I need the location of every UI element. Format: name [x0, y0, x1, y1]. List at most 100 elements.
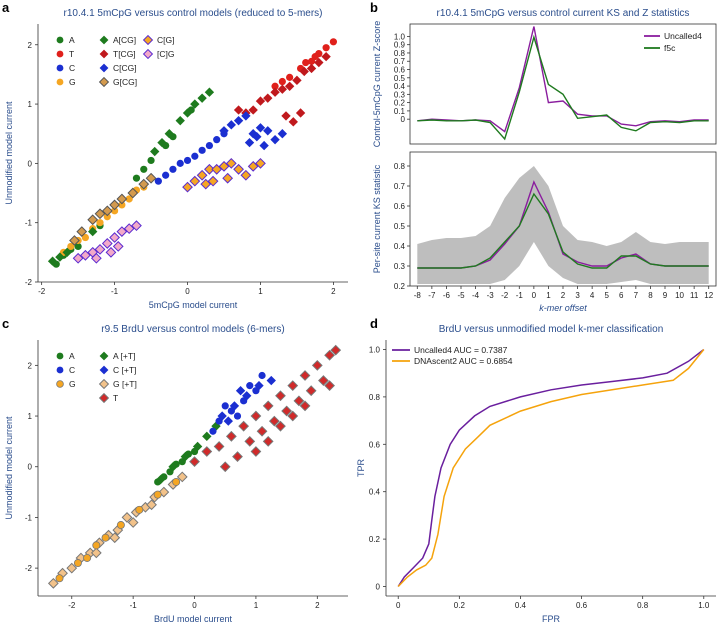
legend-marker — [142, 34, 154, 46]
data-point — [127, 187, 139, 199]
data-point — [198, 146, 206, 154]
y-tick-label: 0.2 — [394, 99, 406, 108]
x-tick-label: 11 — [690, 291, 699, 300]
data-point — [302, 58, 310, 67]
data-point — [69, 235, 80, 246]
data-point — [176, 471, 188, 483]
data-point — [207, 175, 219, 187]
panel-letter-d: d — [370, 316, 378, 331]
data-point — [169, 165, 177, 173]
data-point — [271, 82, 279, 90]
data-point — [217, 411, 227, 421]
data-point — [66, 562, 78, 574]
x-tick-label: 6 — [619, 291, 624, 300]
data-point — [255, 157, 266, 169]
data-point — [116, 193, 128, 205]
data-point — [281, 111, 291, 121]
data-point — [189, 175, 201, 187]
x-tick-label: 2 — [315, 601, 320, 610]
data-point — [175, 115, 185, 126]
data-point — [244, 435, 256, 447]
data-point — [277, 129, 288, 139]
panel-letter-a: a — [2, 0, 10, 15]
data-point — [190, 99, 200, 109]
data-point — [250, 410, 262, 422]
legend-marker — [99, 351, 109, 361]
legend-label: T — [113, 393, 118, 403]
data-point — [73, 559, 82, 568]
legend-label: Uncalled4 — [664, 31, 702, 41]
data-point — [182, 181, 193, 193]
data-point — [213, 136, 221, 144]
data-point — [286, 73, 294, 81]
data-point — [146, 499, 157, 511]
x-tick-label: 0.2 — [454, 601, 466, 610]
chart-title: r10.4.1 5mCpG versus control models (red… — [64, 8, 323, 19]
data-point — [131, 220, 142, 232]
y-tick-label: -2 — [25, 564, 33, 573]
y-tick-label: 0.3 — [394, 90, 406, 99]
x-tick-label: 0.4 — [515, 601, 527, 610]
legend-label: C[G] — [157, 35, 174, 45]
legend-label: Uncalled4 AUC = 0.7387 — [414, 345, 508, 355]
y-tick-label: 0.9 — [394, 41, 406, 50]
legend-label: A — [69, 351, 75, 361]
data-point — [329, 38, 338, 46]
data-point — [275, 420, 286, 432]
data-point — [80, 249, 91, 261]
data-point — [225, 157, 237, 169]
data-point — [263, 93, 273, 103]
x-tick-label: 0 — [396, 601, 401, 610]
data-point — [204, 87, 215, 97]
data-point — [125, 195, 133, 203]
x-tick-label: 1 — [254, 601, 259, 610]
legend-label: A — [69, 35, 75, 45]
data-point — [225, 430, 237, 442]
legend-label: C[CG] — [113, 63, 137, 73]
y-tick-label: 0.6 — [394, 202, 406, 211]
y-tick-label: -1 — [25, 219, 33, 228]
data-point — [109, 532, 121, 544]
y-tick-label: 1 — [28, 100, 33, 109]
data-point — [76, 226, 88, 237]
legend-label: DNAscent2 AUC = 0.6854 — [414, 356, 513, 366]
panel-letter-c: c — [2, 316, 9, 331]
x-tick-label: 0 — [185, 287, 190, 296]
x-tick-label: 1 — [258, 287, 263, 296]
data-point — [318, 375, 329, 386]
data-point — [248, 105, 258, 115]
x-tick-label: 1 — [546, 291, 551, 300]
y-tick-label: 2 — [28, 41, 33, 50]
data-point — [281, 405, 293, 417]
x-tick-label: -2 — [38, 287, 46, 296]
y-axis-label: Unmodified model current — [4, 416, 14, 520]
data-point — [81, 233, 90, 242]
data-point — [219, 461, 231, 473]
y-tick-label: 0.2 — [394, 282, 406, 291]
data-point — [278, 77, 286, 86]
data-point — [94, 243, 106, 255]
legend-label: A[CG] — [113, 35, 136, 45]
data-point — [150, 146, 160, 157]
data-point — [204, 163, 215, 175]
data-point — [47, 577, 59, 589]
data-point — [255, 123, 266, 133]
data-point — [116, 226, 128, 237]
data-point — [121, 512, 133, 523]
y-tick-label: 0.1 — [394, 107, 406, 116]
data-point — [209, 427, 217, 435]
x-tick-label: -5 — [457, 291, 465, 300]
y-tick-label: 0.6 — [369, 440, 381, 449]
data-point — [299, 66, 309, 77]
data-point — [156, 474, 166, 485]
legend-marker — [98, 392, 110, 404]
data-point — [284, 81, 295, 91]
x-axis-label: FPR — [542, 614, 561, 624]
y-tick-label: 1.0 — [394, 32, 406, 41]
chart-panel-a: r10.4.1 5mCpG versus control models (red… — [4, 8, 348, 310]
x-axis-label: k-mer offset — [539, 303, 587, 313]
data-point — [223, 416, 233, 426]
legend-marker — [56, 78, 64, 86]
y-tick-label: 0.5 — [394, 74, 406, 83]
